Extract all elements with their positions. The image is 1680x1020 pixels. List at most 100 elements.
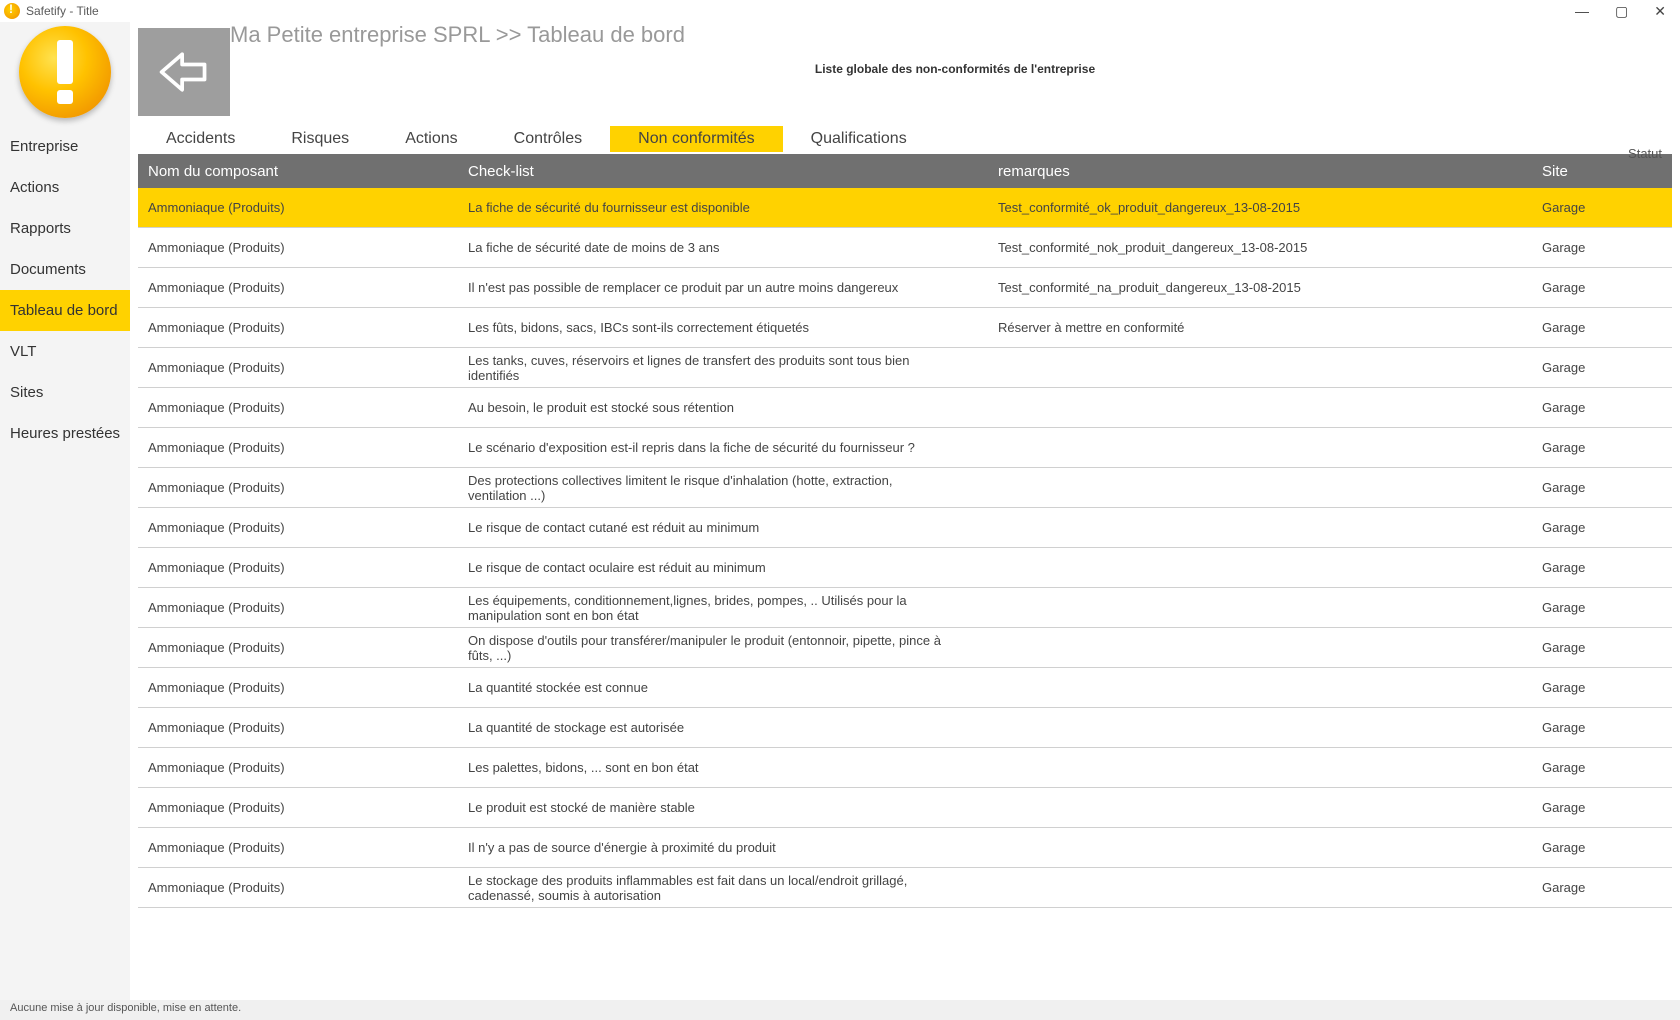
table-row[interactable]: Ammoniaque (Produits)Le scénario d'expos… [138,428,1672,468]
table-row[interactable]: Ammoniaque (Produits)Le risque de contac… [138,508,1672,548]
tab-3[interactable]: Contrôles [486,126,610,152]
app-icon [4,3,20,19]
back-button[interactable] [138,28,230,116]
app-logo-icon [19,26,111,118]
cell-name: Ammoniaque (Produits) [138,680,468,695]
tab-0[interactable]: Accidents [138,126,263,152]
cell-site: Garage [1538,440,1672,455]
cell-name: Ammoniaque (Produits) [138,520,468,535]
cell-checklist: Des protections collectives limitent le … [468,473,998,503]
breadcrumb: Ma Petite entreprise SPRL >> Tableau de … [230,22,1680,48]
column-header-name[interactable]: Nom du composant [138,163,468,180]
cell-name: Ammoniaque (Produits) [138,440,468,455]
cell-site: Garage [1538,280,1672,295]
maximize-button[interactable]: ▢ [1615,3,1628,20]
cell-checklist: Les fûts, bidons, sacs, IBCs sont-ils co… [468,320,998,335]
table-row[interactable]: Ammoniaque (Produits)La fiche de sécurit… [138,228,1672,268]
table-row[interactable]: Ammoniaque (Produits)Les palettes, bidon… [138,748,1672,788]
sidebar-item-5[interactable]: VLT [0,331,130,372]
tabs: AccidentsRisquesActionsContrôlesNon conf… [130,124,1680,154]
cell-checklist: La quantité stockée est connue [468,680,998,695]
table-row[interactable]: Ammoniaque (Produits)On dispose d'outils… [138,628,1672,668]
statut-label: Statut [1628,146,1662,161]
cell-name: Ammoniaque (Produits) [138,560,468,575]
table-row[interactable]: Ammoniaque (Produits)Les tanks, cuves, r… [138,348,1672,388]
sidebar-item-1[interactable]: Actions [0,167,130,208]
cell-name: Ammoniaque (Produits) [138,800,468,815]
cell-site: Garage [1538,200,1672,215]
table-row[interactable]: Ammoniaque (Produits)La quantité stockée… [138,668,1672,708]
cell-checklist: Il n'y a pas de source d'énergie à proxi… [468,840,998,855]
table-row[interactable]: Ammoniaque (Produits)La quantité de stoc… [138,708,1672,748]
tab-4[interactable]: Non conformités [610,126,783,152]
cell-checklist: La fiche de sécurité du fournisseur est … [468,200,998,215]
table-row[interactable]: Ammoniaque (Produits)Les équipements, co… [138,588,1672,628]
sidebar-item-7[interactable]: Heures prestées [0,413,130,454]
table-row[interactable]: Ammoniaque (Produits)Les fûts, bidons, s… [138,308,1672,348]
cell-checklist: On dispose d'outils pour transférer/mani… [468,633,998,663]
list-title: Liste globale des non-conformités de l'e… [230,62,1680,76]
main-content: Ma Petite entreprise SPRL >> Tableau de … [130,22,1680,1000]
cell-checklist: Les équipements, conditionnement,lignes,… [468,593,998,623]
column-header-remarques[interactable]: remarques [998,163,1538,180]
cell-name: Ammoniaque (Produits) [138,480,468,495]
cell-site: Garage [1538,840,1672,855]
table-row[interactable]: Ammoniaque (Produits)Le risque de contac… [138,548,1672,588]
cell-remarques: Test_conformité_ok_produit_dangereux_13-… [998,200,1538,215]
tab-1[interactable]: Risques [263,126,377,152]
cell-site: Garage [1538,800,1672,815]
cell-site: Garage [1538,480,1672,495]
cell-site: Garage [1538,640,1672,655]
column-header-site[interactable]: Site [1538,163,1672,180]
table-row[interactable]: Ammoniaque (Produits)Le stockage des pro… [138,868,1672,908]
title-bar: Safetify - Title — ▢ ✕ [0,0,1680,22]
cell-site: Garage [1538,320,1672,335]
cell-site: Garage [1538,680,1672,695]
cell-checklist: Le risque de contact oculaire est réduit… [468,560,998,575]
sidebar-item-4[interactable]: Tableau de bord [0,290,130,331]
cell-checklist: La fiche de sécurité date de moins de 3 … [468,240,998,255]
cell-site: Garage [1538,360,1672,375]
cell-site: Garage [1538,600,1672,615]
cell-site: Garage [1538,720,1672,735]
sidebar-item-0[interactable]: Entreprise [0,126,130,167]
cell-name: Ammoniaque (Produits) [138,600,468,615]
nonconformities-table: Nom du composant Check-list remarques Si… [138,154,1672,1000]
tab-5[interactable]: Qualifications [783,126,935,152]
table-row[interactable]: Ammoniaque (Produits)La fiche de sécurit… [138,188,1672,228]
cell-site: Garage [1538,520,1672,535]
close-button[interactable]: ✕ [1654,3,1666,20]
cell-checklist: Les tanks, cuves, réservoirs et lignes d… [468,353,998,383]
table-row[interactable]: Ammoniaque (Produits)Au besoin, le produ… [138,388,1672,428]
sidebar-item-2[interactable]: Rapports [0,208,130,249]
table-row[interactable]: Ammoniaque (Produits)Le produit est stoc… [138,788,1672,828]
cell-name: Ammoniaque (Produits) [138,400,468,415]
table-row[interactable]: Ammoniaque (Produits)Il n'est pas possib… [138,268,1672,308]
sidebar-item-3[interactable]: Documents [0,249,130,290]
column-header-checklist[interactable]: Check-list [468,163,998,180]
minimize-button[interactable]: — [1575,3,1589,20]
cell-site: Garage [1538,760,1672,775]
table-row[interactable]: Ammoniaque (Produits)Il n'y a pas de sou… [138,828,1672,868]
sidebar-item-6[interactable]: Sites [0,372,130,413]
cell-remarques: Test_conformité_nok_produit_dangereux_13… [998,240,1538,255]
cell-name: Ammoniaque (Produits) [138,240,468,255]
table-row[interactable]: Ammoniaque (Produits)Des protections col… [138,468,1672,508]
cell-checklist: Les palettes, bidons, ... sont en bon ét… [468,760,998,775]
sidebar: EntrepriseActionsRapportsDocumentsTablea… [0,22,130,1000]
cell-site: Garage [1538,880,1672,895]
cell-name: Ammoniaque (Produits) [138,760,468,775]
cell-site: Garage [1538,560,1672,575]
status-bar: Aucune mise à jour disponible, mise en a… [0,1000,1680,1020]
cell-name: Ammoniaque (Produits) [138,320,468,335]
cell-checklist: Le stockage des produits inflammables es… [468,873,998,903]
cell-name: Ammoniaque (Produits) [138,200,468,215]
cell-name: Ammoniaque (Produits) [138,840,468,855]
cell-site: Garage [1538,240,1672,255]
cell-name: Ammoniaque (Produits) [138,640,468,655]
cell-checklist: Au besoin, le produit est stocké sous ré… [468,400,998,415]
window-controls: — ▢ ✕ [1575,3,1676,20]
tab-2[interactable]: Actions [377,126,485,152]
window-title: Safetify - Title [26,4,99,18]
back-arrow-icon [156,48,212,96]
